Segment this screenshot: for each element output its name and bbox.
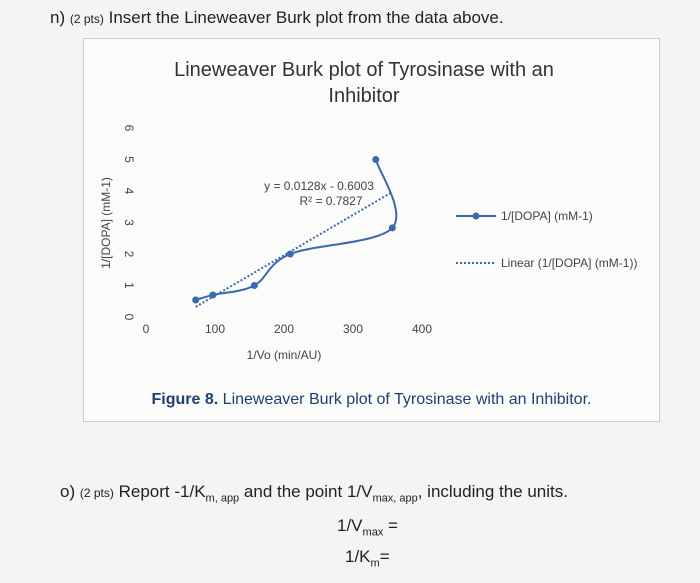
chart-title: Lineweaver Burk plot of Tyrosinase with … xyxy=(174,59,554,107)
text: Insert the Lineweaver Burk plot from the… xyxy=(108,8,504,27)
label: o) xyxy=(60,482,76,501)
text: max xyxy=(362,526,384,539)
trendline-r2: R² = 0.7827 xyxy=(299,194,362,208)
y-tick-label: 6 xyxy=(122,125,136,132)
x-tick-label: 100 xyxy=(205,322,225,336)
legend-marker xyxy=(472,212,480,220)
answer-vmax: 1/Vmax = xyxy=(337,516,398,538)
text: = xyxy=(383,516,398,535)
x-tick-label: 400 xyxy=(412,322,432,336)
data-point xyxy=(388,224,396,232)
text: 1/K xyxy=(345,547,371,566)
label: n) xyxy=(50,8,66,27)
text: = xyxy=(379,547,390,566)
text: and the point 1/V xyxy=(239,482,373,501)
chart-box: Lineweaver Burk plot of Tyrosinase with … xyxy=(83,38,660,422)
caption-label: Figure 8. xyxy=(151,391,219,408)
data-point xyxy=(372,156,380,163)
text: , including the units. xyxy=(417,482,568,501)
y-axis-label: 1/[DOPA] (mM-1) xyxy=(99,177,113,269)
y-tick-label: 1 xyxy=(122,282,136,289)
answer-km: 1/Km= xyxy=(345,547,390,569)
x-tick-label: 300 xyxy=(343,322,363,336)
chart: 0 100 200 300 400 0 1 2 3 4 5 6 1/Vo (min/AU) 1/[DOPA… xyxy=(99,125,593,362)
y-tick-label: 3 xyxy=(122,219,136,226)
legend-label: Linear (1/[DOPA] (mM-1)) xyxy=(501,256,638,270)
y-tick-label: 0 xyxy=(122,314,136,321)
data-point xyxy=(192,296,200,304)
text: Report -1/K xyxy=(118,482,206,501)
question-o: o) (2 pts) Report -1/Km, app and the poi… xyxy=(60,482,568,504)
y-tick-label: 5 xyxy=(122,156,136,163)
text: m xyxy=(370,557,380,570)
trendline-equation: y = 0.0128x - 0.6003 xyxy=(264,179,374,193)
x-tick-label: 200 xyxy=(274,322,294,336)
x-axis-label: 1/Vo (min/AU) xyxy=(247,348,322,362)
text: max, app xyxy=(372,492,418,505)
text: 1/V xyxy=(337,516,363,535)
text: m, app xyxy=(205,492,240,505)
data-point xyxy=(250,282,258,289)
question-n: n) (2 pts) Insert the Lineweaver Burk pl… xyxy=(50,8,504,28)
caption-text: Lineweaver Burk plot of Tyrosinase with … xyxy=(222,391,592,408)
points: (2 pts) xyxy=(69,12,104,26)
legend-label: 1/[DOPA] (mM-1) xyxy=(501,209,593,223)
y-tick-label: 2 xyxy=(122,251,136,258)
y-tick-label: 4 xyxy=(122,188,136,195)
points: (2 pts) xyxy=(79,486,114,500)
data-point xyxy=(286,250,294,258)
caption: Figure 8. Lineweaver Burk plot of Tyrosi… xyxy=(84,391,659,409)
trendline xyxy=(195,191,393,308)
x-tick-label: 0 xyxy=(143,322,150,336)
